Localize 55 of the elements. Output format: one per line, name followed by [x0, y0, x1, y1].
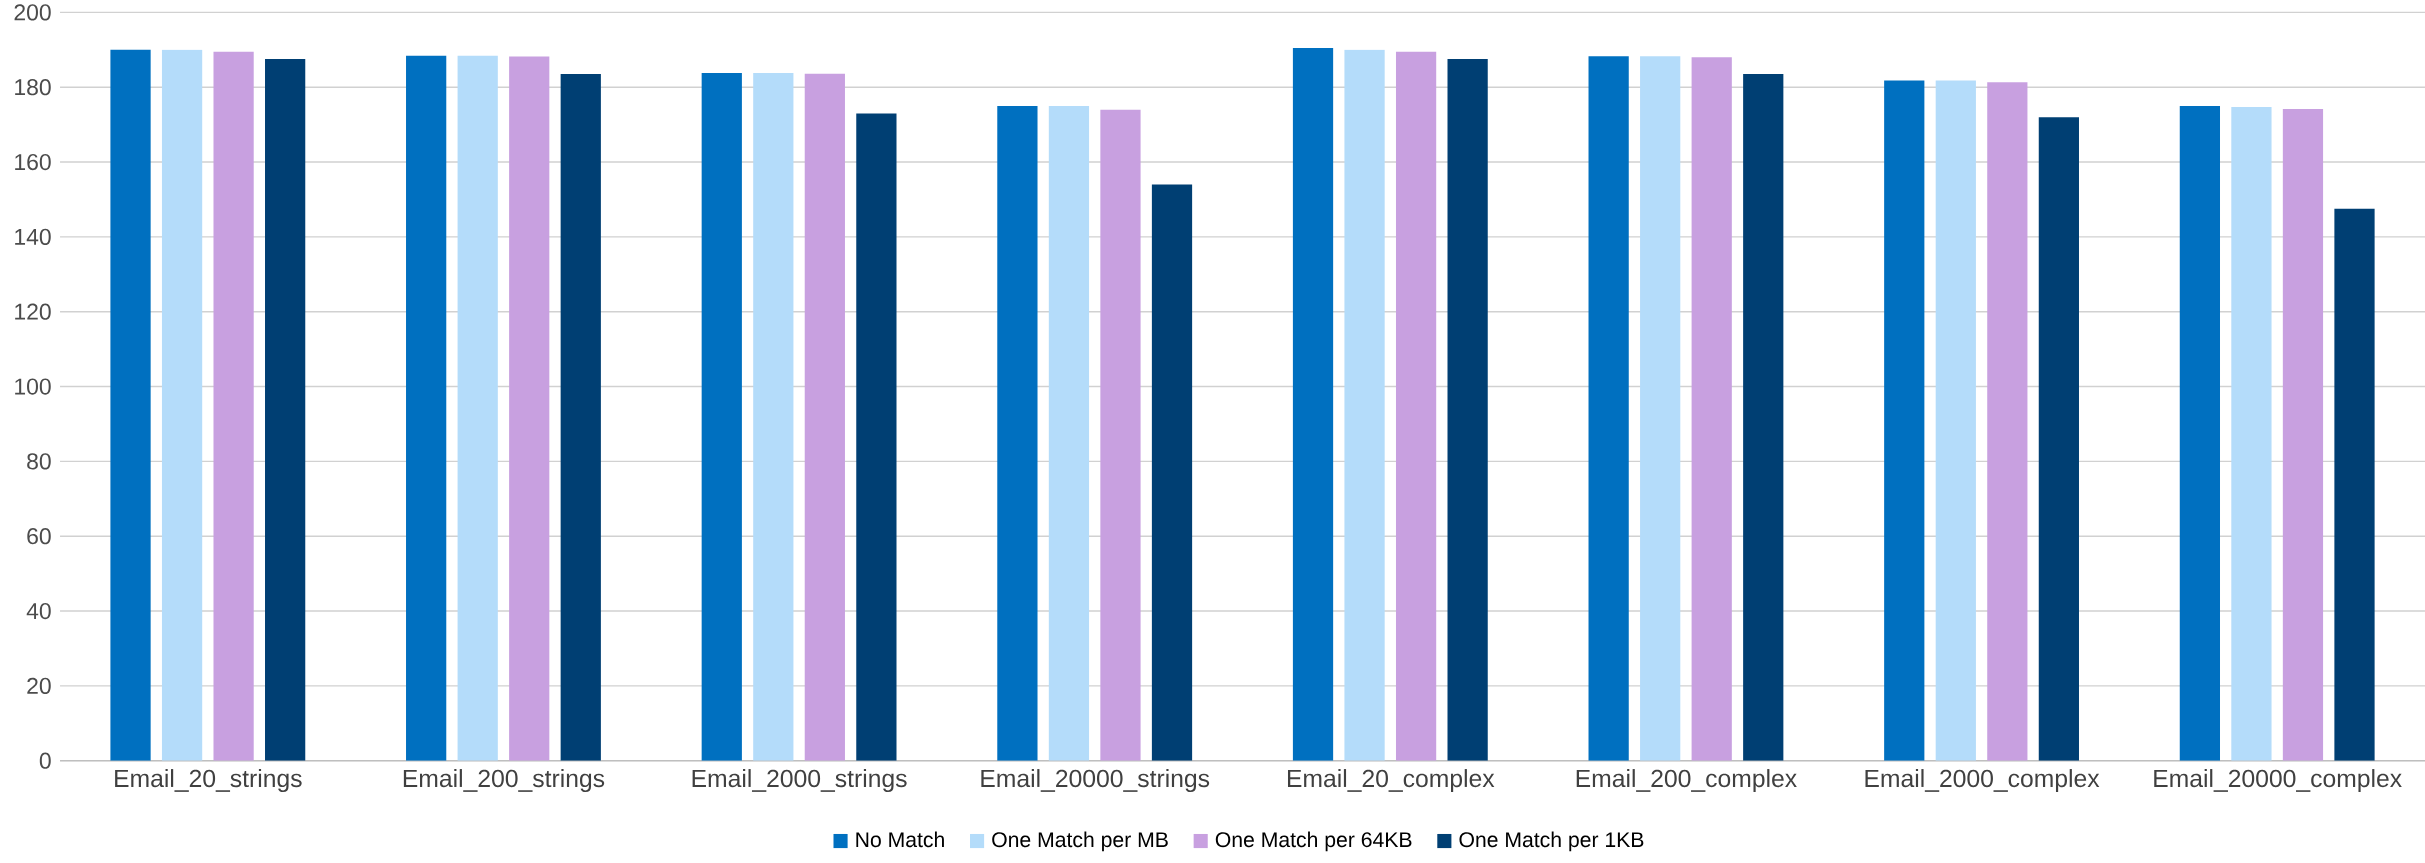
x-tick-label: Email_200_strings: [403, 769, 605, 793]
y-tick-label: 60: [27, 528, 51, 545]
bar: [1048, 105, 1090, 761]
bar: [1884, 80, 1925, 761]
x-tick-label: Email_20000_strings: [981, 769, 1210, 793]
bar: [1987, 82, 2028, 761]
bar: [1395, 51, 1437, 761]
bar: [1691, 57, 1732, 761]
bar: [1640, 56, 1681, 761]
bar: [1344, 49, 1385, 761]
legend-label: One Match per MB: [992, 831, 1168, 852]
y-tick-label: 120: [15, 303, 51, 320]
bar: [701, 72, 742, 761]
bar: [804, 73, 845, 761]
bar: [161, 49, 203, 761]
y-tick-label: 80: [27, 453, 51, 470]
bar: [1743, 74, 1784, 761]
bar: [1100, 109, 1141, 761]
x-tick-label: Email_20_complex: [1288, 769, 1495, 793]
x-tick-label: Email_2000_complex: [1865, 769, 2100, 793]
bar: [2179, 105, 2221, 761]
bar: [457, 55, 498, 761]
bar: [406, 55, 447, 761]
bar: [2038, 117, 2079, 761]
legend-label: One Match per 64KB: [1215, 831, 1412, 852]
x-tick-label: Email_20000_complex: [2154, 769, 2402, 793]
bar: [1588, 56, 1629, 761]
bar: [1292, 47, 1334, 761]
x-tick-label: Email_2000_strings: [692, 769, 907, 793]
bar: [110, 49, 151, 761]
legend-label: No Match: [856, 831, 944, 848]
bar: [2231, 107, 2272, 761]
bar: [560, 74, 601, 761]
bar: [1151, 184, 1193, 761]
x-tick-label: Email_200_complex: [1576, 769, 1797, 793]
bar: [509, 56, 550, 761]
bar: [997, 105, 1038, 761]
y-tick-label: 140: [15, 228, 51, 245]
y-tick-label: 20: [27, 677, 51, 694]
bar: [1447, 59, 1488, 761]
bar: [1935, 80, 1976, 761]
y-tick-label: 160: [15, 153, 51, 171]
bar: [213, 51, 254, 761]
bar: [753, 72, 794, 761]
y-tick-label: 180: [15, 79, 51, 96]
bar: [2282, 108, 2324, 761]
y-tick-label: 0: [39, 752, 51, 769]
x-tick-label: Email_20_strings: [115, 769, 302, 793]
y-tick-label: 100: [15, 378, 51, 395]
bar: [2334, 208, 2375, 761]
y-tick-label: 200: [14, 4, 51, 21]
legend-label: One Match per 1KB: [1459, 831, 1644, 852]
bar: [265, 59, 306, 761]
bar: [856, 113, 897, 761]
y-tick-label: 40: [26, 602, 51, 620]
